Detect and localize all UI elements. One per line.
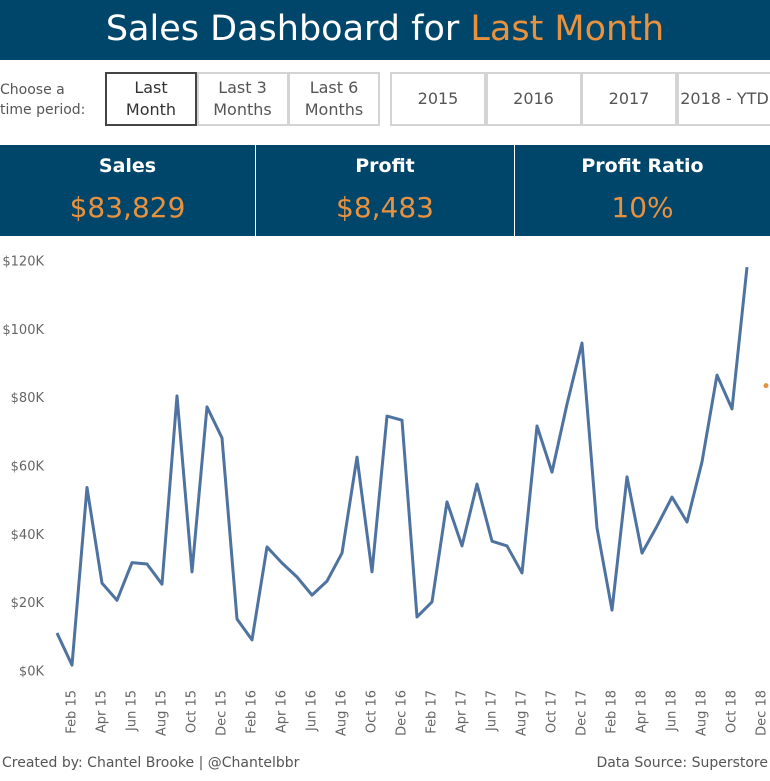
button-text: 2017 — [608, 89, 650, 108]
x-tick-label: Jun 16 — [305, 690, 320, 732]
sales-line — [55, 266, 749, 667]
y-tick-label: $40K — [11, 528, 45, 543]
button-text: Last 6 — [309, 78, 359, 97]
title-highlight: Last Month — [470, 9, 665, 49]
button-text: Months — [213, 100, 272, 119]
x-tick-label: Aug 15 — [155, 690, 170, 736]
button-text: Last — [134, 78, 168, 97]
x-tick-label: Dec 17 — [575, 690, 590, 736]
kpi-label: Profit — [355, 155, 415, 177]
kpi: Profit Ratio 10% — [515, 145, 770, 236]
x-tick-label: Apr 15 — [95, 690, 110, 733]
x-tick-label: Apr 18 — [635, 690, 650, 733]
x-tick-label: Feb 17 — [425, 690, 440, 734]
kpi-label: Sales — [98, 155, 157, 177]
x-tick-label: Dec 15 — [215, 690, 230, 736]
y-tick-label: $120K — [2, 255, 44, 270]
x-tick-label: Dec 16 — [395, 690, 410, 736]
divider — [514, 145, 515, 236]
source: Data Source: Superstore — [596, 755, 768, 771]
year-button[interactable]: 2017 — [581, 72, 677, 126]
x-tick-label: Aug 16 — [335, 690, 350, 736]
divider — [255, 145, 256, 236]
period-button[interactable]: Last 6 Months — [288, 72, 380, 126]
button-text: 2015 — [417, 89, 459, 108]
x-tick-label: Oct 18 — [725, 690, 740, 733]
year-button[interactable]: 2016 — [485, 72, 582, 126]
year-button[interactable]: 2018 - YTD — [676, 72, 770, 126]
y-tick-label: $20K — [11, 596, 45, 611]
year-button[interactable]: 2015 — [390, 72, 486, 126]
x-tick-label: Apr 17 — [455, 690, 470, 733]
button-text: Last 3 — [218, 78, 267, 97]
x-tick-label: Aug 18 — [695, 690, 710, 736]
kpi-value: $83,829 — [69, 191, 186, 224]
x-tick-label: Feb 16 — [245, 690, 260, 734]
label-line: Choose a — [0, 82, 65, 98]
x-tick-label: Jun 17 — [485, 690, 500, 732]
x-tick-label: Feb 15 — [65, 690, 80, 734]
x-tick-label: Oct 16 — [365, 690, 380, 733]
button-text: Months — [304, 100, 364, 119]
header: Sales Dashboard for Last Month — [0, 0, 770, 60]
button-text: Month — [125, 100, 177, 119]
period-button[interactable]: Last 3 Months — [196, 72, 289, 126]
x-tick-label: Feb 18 — [605, 690, 620, 734]
x-tick-label: Dec 18 — [755, 690, 770, 736]
x-tick-label: Aug 17 — [515, 690, 530, 736]
kpi-value: $8,483 — [336, 191, 434, 224]
x-tick-label: Apr 16 — [275, 690, 290, 733]
label-line: time period: — [0, 102, 86, 118]
y-tick-label: $100K — [2, 323, 44, 338]
period-button[interactable]: Last Month — [105, 72, 197, 126]
x-tick-label: Jun 18 — [665, 690, 680, 732]
credit: Created by: Chantel Brooke | @Chantelbbr — [2, 755, 300, 771]
kpi: Sales $83,829 — [0, 145, 255, 236]
kpi: Profit $8,483 — [256, 145, 514, 236]
kpi-label: Profit Ratio — [581, 155, 704, 177]
control-label: Choose a time period: — [0, 80, 85, 120]
button-text: 2018 - YTD — [680, 89, 769, 108]
y-tick-label: $80K — [11, 391, 45, 406]
button-text: 2016 — [513, 89, 554, 108]
x-tick-label: Oct 15 — [185, 690, 200, 733]
y-tick-label: $60K — [11, 460, 45, 475]
kpi-band — [0, 145, 770, 236]
chart: $0K $20K $40K $60K $80K $100K $120K Feb 15 Apr 1… — [2, 255, 770, 737]
title: Sales Dashboard for — [105, 9, 460, 49]
y-tick-label: $0K — [19, 665, 45, 680]
kpi-value: 10% — [611, 191, 674, 224]
x-tick-label: Oct 17 — [545, 690, 560, 733]
x-tick-label: Jun 15 — [125, 690, 140, 732]
last-month-point — [763, 383, 769, 389]
